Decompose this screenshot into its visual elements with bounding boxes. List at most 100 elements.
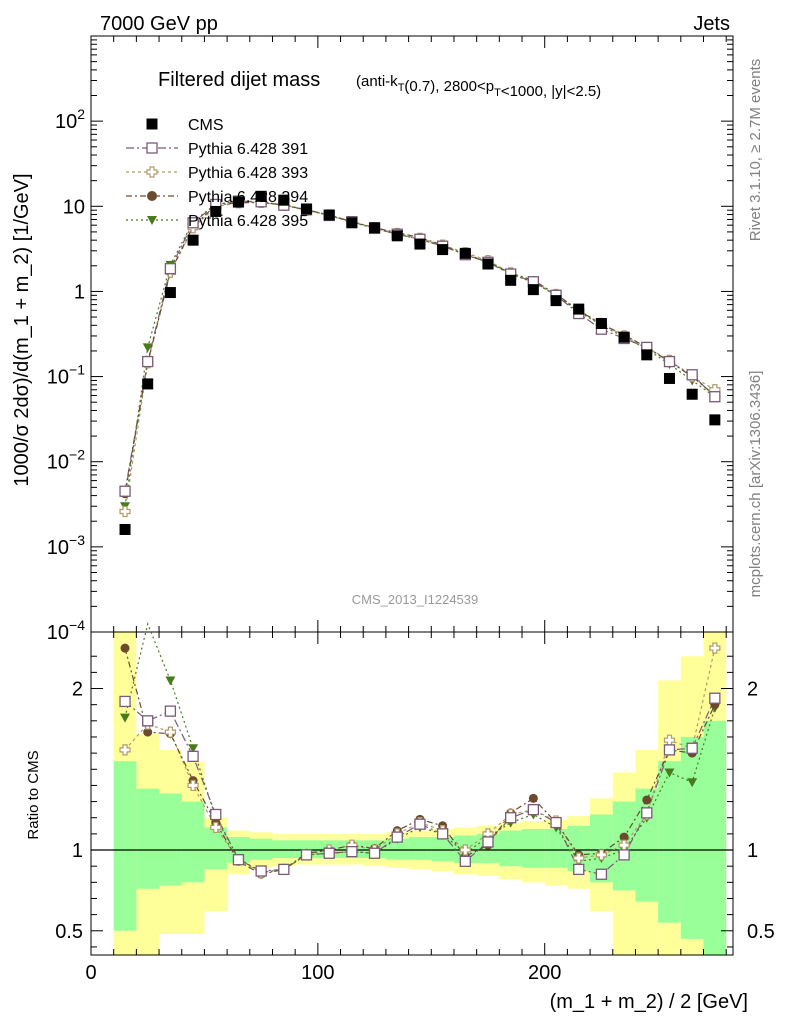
band-stat-bin <box>385 838 409 860</box>
ratio-data-point <box>164 726 176 738</box>
band-stat-bin <box>249 838 273 860</box>
ratio-y-tick-label: 2 <box>72 679 83 701</box>
ratio-data-point <box>210 821 222 834</box>
band-stat-bin <box>522 829 545 868</box>
ratio-data-point <box>619 832 629 842</box>
cms-data-point <box>187 234 199 246</box>
ratio-data-point <box>119 695 131 708</box>
legend-label: Pythia 6.428 393 <box>188 165 308 182</box>
main-y-tick-label: 10−2 <box>47 447 85 474</box>
ratio-data-point <box>459 855 471 867</box>
ratio-y-tick-label: 1 <box>72 840 83 862</box>
cms-data-point <box>346 217 358 229</box>
band-stat-bin <box>635 788 659 902</box>
ratio-data-point <box>188 744 199 754</box>
legend-label: Pythia 6.428 391 <box>188 141 308 158</box>
mc-data-point <box>119 485 131 497</box>
ratio-data-point <box>664 768 675 778</box>
ratio-line-1 <box>124 697 716 875</box>
band-stat-bin <box>136 788 160 889</box>
ratio-data-point <box>164 705 177 717</box>
main-y-tick-label: 102 <box>55 106 85 133</box>
ratio-data-point <box>142 715 154 727</box>
header-right: Jets <box>693 13 730 35</box>
ratio-data-point <box>709 692 721 704</box>
legend-marker <box>146 118 158 130</box>
ratio-data-point <box>641 807 653 819</box>
cms-data-point <box>641 349 653 361</box>
ratio-data-point <box>459 844 471 856</box>
band-stat-bin <box>499 830 523 867</box>
ratio-y-axis-label: Ratio to CMS <box>25 750 42 839</box>
main-y-tick-label: 10−1 <box>47 362 85 389</box>
watermark: CMS_2013_I1224539 <box>352 592 479 607</box>
ratio-y-tick-label-right: 0.5 <box>747 921 775 943</box>
cms-data-point <box>573 303 585 315</box>
cms-data-point <box>142 378 154 390</box>
cms-data-point <box>323 209 335 221</box>
ratio-data-point <box>255 865 267 877</box>
x-tick-label: 100 <box>301 962 334 984</box>
cms-data-point <box>119 523 131 535</box>
ratio-data-point <box>232 854 245 866</box>
main-line-4 <box>124 201 716 507</box>
ratio-data-point <box>120 643 130 653</box>
ratio-data-point <box>391 831 403 843</box>
ratio-data-point <box>187 779 199 792</box>
ratio-series-layer <box>119 621 721 880</box>
header-left: 7000 GeV pp <box>100 13 218 35</box>
ratio-data-point <box>165 676 176 686</box>
ratio-data-point <box>528 793 538 803</box>
ratio-data-point <box>573 852 585 864</box>
main-series-layer <box>119 190 721 535</box>
ratio-data-point <box>709 642 721 654</box>
x-tick-label: 200 <box>528 962 561 984</box>
main-y-tick-label: 10−3 <box>47 532 85 559</box>
main-y-axis-label: 1000/σ 2dσ)/d(m_1 + m_2) [1/GeV] <box>11 173 33 486</box>
band-stat-bin <box>567 825 591 872</box>
ratio-axes: 0 100 200 0.5 0.5 1 1 2 2 <box>55 631 775 984</box>
cms-data-point <box>595 318 607 330</box>
cms-data-point <box>505 274 517 286</box>
ratio-data-point <box>120 713 131 723</box>
band-stat-bin <box>431 837 454 862</box>
ratio-data-point <box>595 849 608 861</box>
main-axes: 10−4 10−3 10−2 10−1 1 10 102 <box>47 35 734 644</box>
ratio-data-point <box>346 845 358 858</box>
ratio-y-tick-label-right: 2 <box>747 679 758 701</box>
ratio-line-3 <box>124 647 716 875</box>
mc-data-point <box>187 217 199 229</box>
cms-data-point <box>459 247 471 259</box>
cms-data-point <box>686 388 698 400</box>
legend-marker <box>146 142 158 154</box>
ratio-data-point <box>187 750 199 763</box>
band-stat-bin <box>408 837 432 860</box>
ratio-y-tick-label-right: 1 <box>747 840 758 862</box>
main-title-cuts: (anti-kT(0.7), 2800<pT<1000, |y|<2.5) <box>356 73 601 100</box>
band-stat-bin <box>680 736 704 939</box>
ratio-data-point <box>143 727 153 737</box>
band-stat-bin <box>113 761 137 931</box>
band-stat-bin <box>703 720 727 955</box>
ratio-data-point <box>368 847 381 859</box>
ratio-frame <box>90 631 734 956</box>
main-title-text: Filtered dijet mass <box>158 69 320 91</box>
cms-data-point <box>482 258 494 270</box>
band-stat-bin <box>272 840 296 859</box>
cms-data-point <box>164 287 176 299</box>
legend-marker <box>147 216 157 225</box>
mc-data-point <box>119 505 131 518</box>
cms-data-point <box>709 414 721 426</box>
x-axis-label: (m_1 + m_2) / 2 [GeV] <box>550 991 748 1013</box>
mc-data-point <box>142 355 154 368</box>
band-stat-bin <box>544 829 568 868</box>
cms-data-point <box>255 190 267 202</box>
legend-label: Pythia 6.428 394 <box>188 189 308 206</box>
cms-data-point <box>414 238 426 250</box>
cms-data-point <box>618 331 630 343</box>
main-y-tick-label: 10 <box>63 196 85 218</box>
legend-label: CMS <box>188 117 224 134</box>
ratio-data-point <box>210 808 222 821</box>
ratio-data-point <box>663 744 676 756</box>
